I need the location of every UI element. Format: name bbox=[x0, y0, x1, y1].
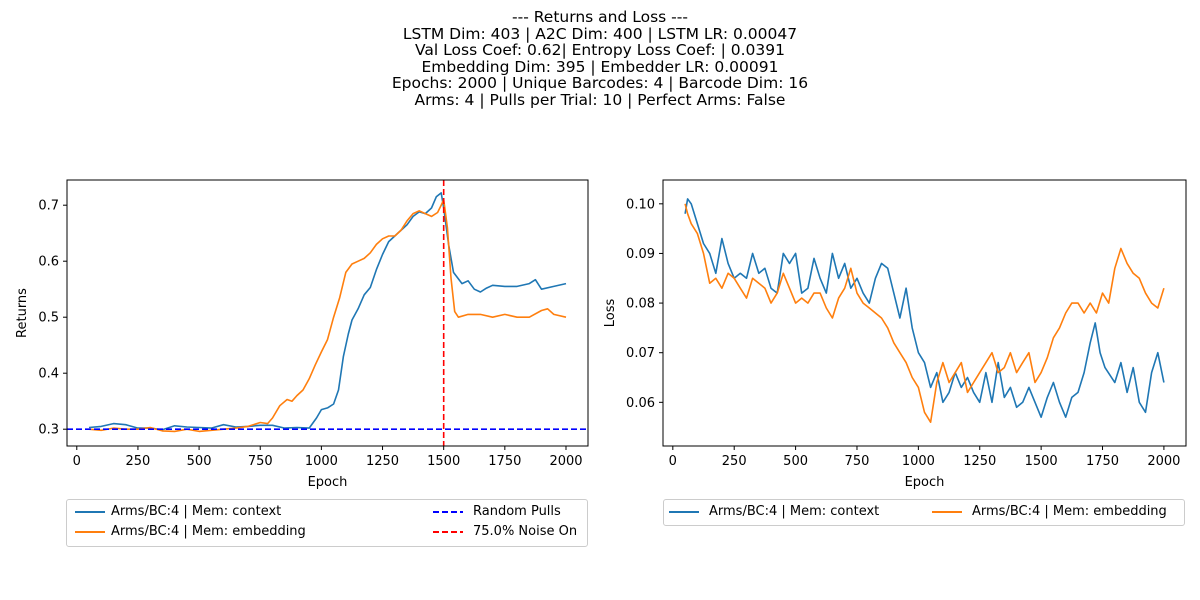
x-tick-label: 750 bbox=[248, 454, 273, 469]
x-tick-label: 1750 bbox=[1086, 454, 1119, 469]
title-line: Embedding Dim: 395 | Embedder LR: 0.0009… bbox=[421, 57, 779, 76]
legend-swatch bbox=[433, 511, 463, 513]
loss-series-arms-bc-4-mem-context bbox=[684, 198, 1165, 418]
title-line: --- Returns and Loss --- bbox=[512, 8, 688, 26]
x-tick-label: 250 bbox=[722, 454, 747, 469]
loss-legend: Arms/BC:4 | Mem: context Arms/BC:4 | Mem… bbox=[663, 499, 1185, 526]
returns-series-arms-bc-4-mem-embedding bbox=[88, 198, 567, 433]
y-tick-label: 0.5 bbox=[38, 311, 59, 326]
x-axis-label: Epoch bbox=[905, 475, 945, 490]
x-tick-label: 1500 bbox=[1025, 454, 1058, 469]
x-tick-label: 1250 bbox=[963, 454, 996, 469]
x-tick-label: 1000 bbox=[305, 454, 338, 469]
y-axis-label: Loss bbox=[603, 299, 618, 328]
title-line: Epochs: 2000 | Unique Barcodes: 4 | Barc… bbox=[391, 74, 809, 93]
legend-swatch bbox=[932, 511, 962, 513]
legend-swatch bbox=[669, 511, 699, 513]
legend-swatch bbox=[75, 511, 105, 513]
legend-label: Arms/BC:4 | Mem: embedding bbox=[111, 524, 306, 539]
returns-series-arms-bc-4-mem-context bbox=[88, 192, 567, 431]
x-axis-label: Epoch bbox=[308, 475, 348, 490]
legend-label: Arms/BC:4 | Mem: context bbox=[709, 504, 880, 519]
legend-swatch bbox=[433, 531, 463, 533]
title-line: LSTM Dim: 403 | A2C Dim: 400 | LSTM LR: … bbox=[402, 24, 798, 43]
x-tick-label: 750 bbox=[845, 454, 870, 469]
axes-frame bbox=[662, 179, 1187, 447]
x-tick-label: 1250 bbox=[366, 454, 399, 469]
x-tick-label: 250 bbox=[126, 454, 151, 469]
legend-label: Arms/BC:4 | Mem: context bbox=[111, 504, 282, 519]
x-tick-label: 0 bbox=[669, 454, 677, 469]
x-tick-label: 1500 bbox=[427, 454, 460, 469]
y-tick-label: 0.07 bbox=[626, 346, 655, 361]
x-tick-label: 1750 bbox=[488, 454, 521, 469]
legend-label: Random Pulls bbox=[473, 504, 561, 519]
title-line: Arms: 4 | Pulls per Trial: 10 | Perfect … bbox=[414, 90, 786, 109]
x-tick-label: 2000 bbox=[1147, 454, 1180, 469]
legend-label: 75.0% Noise On bbox=[473, 524, 578, 539]
y-tick-label: 0.6 bbox=[38, 255, 59, 270]
legend-swatch bbox=[75, 531, 105, 533]
x-tick-label: 500 bbox=[783, 454, 808, 469]
legend-label: Arms/BC:4 | Mem: embedding bbox=[972, 504, 1167, 519]
y-tick-label: 0.4 bbox=[38, 367, 59, 382]
y-axis-label: Returns bbox=[15, 288, 30, 338]
y-tick-label: 0.06 bbox=[626, 396, 655, 411]
y-tick-label: 0.10 bbox=[626, 197, 655, 212]
title-line: Val Loss Coef: 0.62| Entropy Loss Coef: … bbox=[415, 41, 785, 60]
loss-series-arms-bc-4-mem-embedding bbox=[684, 203, 1165, 423]
returns-chart: 0 250 500 750 1000 1250 1500 1750 2000 0.3 0.4 0.5 0… bbox=[15, 179, 589, 490]
x-tick-label: 500 bbox=[187, 454, 212, 469]
x-tick-label: 2000 bbox=[549, 454, 582, 469]
y-tick-label: 0.08 bbox=[626, 297, 655, 312]
y-tick-label: 0.3 bbox=[38, 423, 59, 438]
y-tick-label: 0.09 bbox=[626, 247, 655, 262]
y-tick-label: 0.7 bbox=[38, 199, 59, 214]
axes-frame bbox=[66, 179, 589, 447]
returns-legend: Arms/BC:4 | Mem: context Arms/BC:4 | Mem… bbox=[66, 499, 588, 547]
loss-chart: 0 250 500 750 1000 1250 1500 1750 2000 0.06 0.07 0.… bbox=[603, 179, 1187, 490]
figure-title: --- Returns and Loss --- LSTM Dim: 403 |… bbox=[0, 9, 1200, 109]
x-tick-label: 1000 bbox=[902, 454, 935, 469]
x-tick-label: 0 bbox=[73, 454, 81, 469]
